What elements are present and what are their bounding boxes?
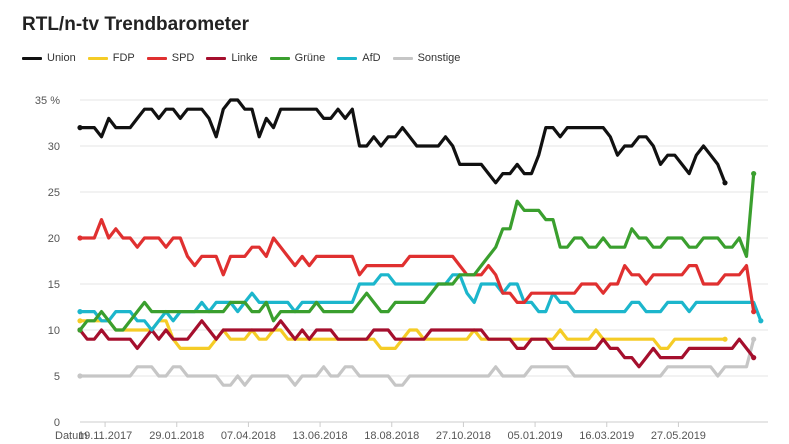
legend-swatch-gruene	[269, 56, 290, 60]
series-line-sonstige[interactable]	[78, 337, 756, 387]
series-start-point-spd	[77, 235, 83, 241]
legend-swatch-linke	[206, 56, 227, 60]
x-tick-label-1: 29.01.2018	[149, 430, 204, 442]
x-tick-label-8: 27.05.2019	[651, 430, 706, 442]
chart-grid	[80, 99, 768, 423]
series-end-point-afd	[758, 318, 764, 324]
series-start-point-sonstige	[77, 373, 83, 379]
series-line-fdp[interactable]	[78, 319, 727, 350]
legend-item-gruene[interactable]: Grüne	[269, 52, 326, 64]
y-tick-label-2: 25	[48, 187, 60, 199]
series-end-point-fdp	[722, 336, 728, 342]
chart-legend: Union FDP SPD Linke Grüne AfD Sonstige	[22, 52, 460, 64]
legend-swatch-spd	[146, 56, 167, 60]
chart-series	[77, 98, 764, 387]
series-start-point-union	[77, 125, 83, 131]
y-tick-label-6: 5	[54, 371, 60, 383]
legend-label-gruene: Grüne	[294, 52, 326, 64]
x-tick-label-0: 19.11.2017	[78, 430, 132, 442]
x-axis-label: Datum	[55, 430, 87, 442]
legend-label-sonstige: Sonstige	[417, 52, 461, 64]
series-end-point-gruene	[751, 171, 757, 177]
legend-item-sonstige[interactable]: Sonstige	[392, 52, 461, 64]
legend-swatch-sonstige	[392, 56, 413, 60]
series-start-point-afd	[77, 309, 83, 315]
series-end-point-sonstige	[751, 336, 757, 342]
legend-label-union: Union	[47, 52, 76, 64]
series-line-union[interactable]	[78, 98, 727, 185]
x-tick-label-3: 13.06.2018	[293, 430, 348, 442]
x-tick-label-4: 18.08.2018	[364, 430, 419, 442]
legend-item-union[interactable]: Union	[22, 52, 76, 64]
y-tick-label-1: 30	[48, 141, 60, 153]
y-axis: 35 % 30 25 20 15 10 5 0	[35, 95, 60, 429]
series-end-point-union	[722, 180, 728, 186]
legend-item-fdp[interactable]: FDP	[87, 52, 135, 64]
legend-swatch-union	[22, 56, 42, 60]
y-tick-label-5: 10	[48, 325, 60, 337]
series-start-point-gruene	[77, 327, 83, 333]
series-end-point-spd	[751, 309, 757, 315]
series-end-point-linke	[751, 355, 757, 361]
legend-label-linke: Linke	[231, 52, 258, 64]
x-tick-label-7: 16.03.2019	[579, 430, 634, 442]
y-tick-label-7: 0	[54, 417, 60, 429]
x-tick-label-2: 07.04.2018	[221, 430, 276, 442]
legend-label-spd: SPD	[171, 52, 195, 64]
x-tick-label-6: 05.01.2019	[508, 430, 563, 442]
series-start-point-fdp	[77, 318, 83, 324]
legend-item-linke[interactable]: Linke	[206, 52, 258, 64]
chart-title: RTL/n-tv Trendbarometer	[22, 14, 249, 35]
series-line-gruene[interactable]	[78, 172, 756, 332]
y-tick-label-4: 15	[48, 279, 60, 291]
y-tick-label-3: 20	[48, 233, 60, 245]
legend-label-fdp: FDP	[112, 52, 135, 64]
legend-label-afd: AfD	[362, 52, 381, 64]
legend-swatch-fdp	[87, 56, 108, 60]
legend-swatch-afd	[337, 56, 358, 60]
series-line-linke[interactable]	[78, 319, 756, 369]
legend-item-afd[interactable]: AfD	[337, 52, 381, 64]
series-line-spd[interactable]	[78, 218, 756, 314]
legend-item-spd[interactable]: SPD	[146, 52, 195, 64]
y-tick-label-0: 35 %	[35, 95, 60, 107]
x-tick-label-5: 27.10.2018	[436, 430, 491, 442]
